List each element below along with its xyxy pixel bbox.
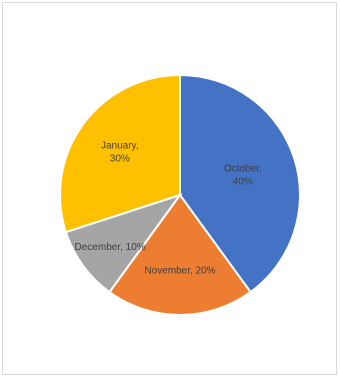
pie-slice-october — [179, 73, 301, 294]
pie-slice-january — [59, 73, 181, 234]
pie-labels: October, 40% November, 20% December, 10% Jan… — [75, 140, 262, 276]
pie-slices — [59, 73, 301, 316]
data-label-december: December, 10% — [75, 242, 146, 253]
data-label-january: January, 30% — [101, 140, 139, 164]
data-label-november: November, 20% — [144, 265, 215, 276]
pie-slice-november — [108, 193, 252, 316]
data-label-october: October, 40% — [224, 164, 262, 188]
pie-slice-december — [64, 193, 183, 294]
